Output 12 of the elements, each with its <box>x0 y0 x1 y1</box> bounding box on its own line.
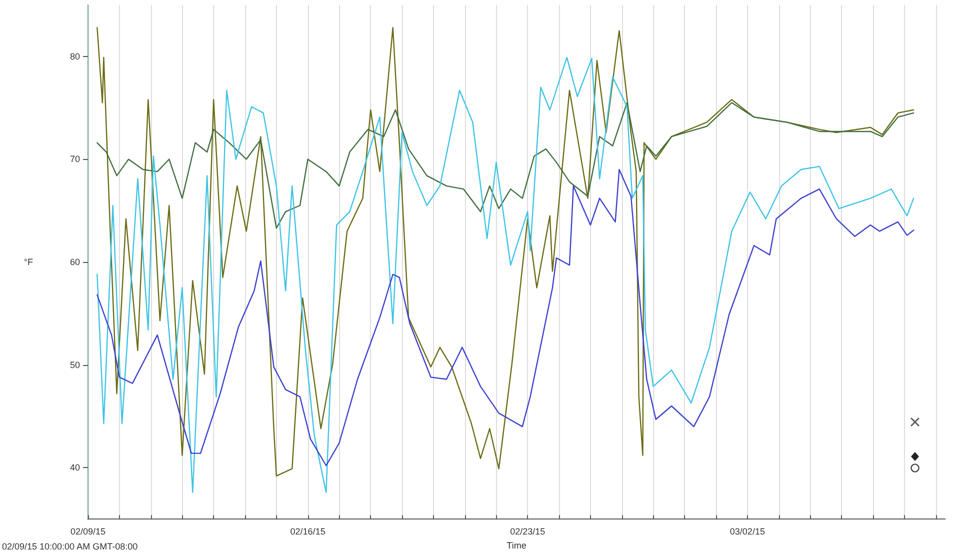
y-axis-title: °F <box>24 257 34 268</box>
x-tick-label: 02/09/15 <box>70 526 106 537</box>
y-tick-label: 80 <box>70 51 80 62</box>
x-tick-label: 02/23/15 <box>510 526 546 537</box>
y-tick-label: 50 <box>70 360 80 370</box>
y-tick-label: 60 <box>70 257 80 268</box>
text: 02/09/15 10:00:00 AM GMT-08:00 <box>2 542 138 552</box>
y-tick-label: 70 <box>70 154 80 164</box>
y-tick-label: 40 <box>70 462 80 473</box>
x-tick-label: 03/02/15 <box>730 526 765 537</box>
x-tick-label: 02/16/15 <box>290 526 326 537</box>
x-axis-title: Time <box>506 540 526 550</box>
